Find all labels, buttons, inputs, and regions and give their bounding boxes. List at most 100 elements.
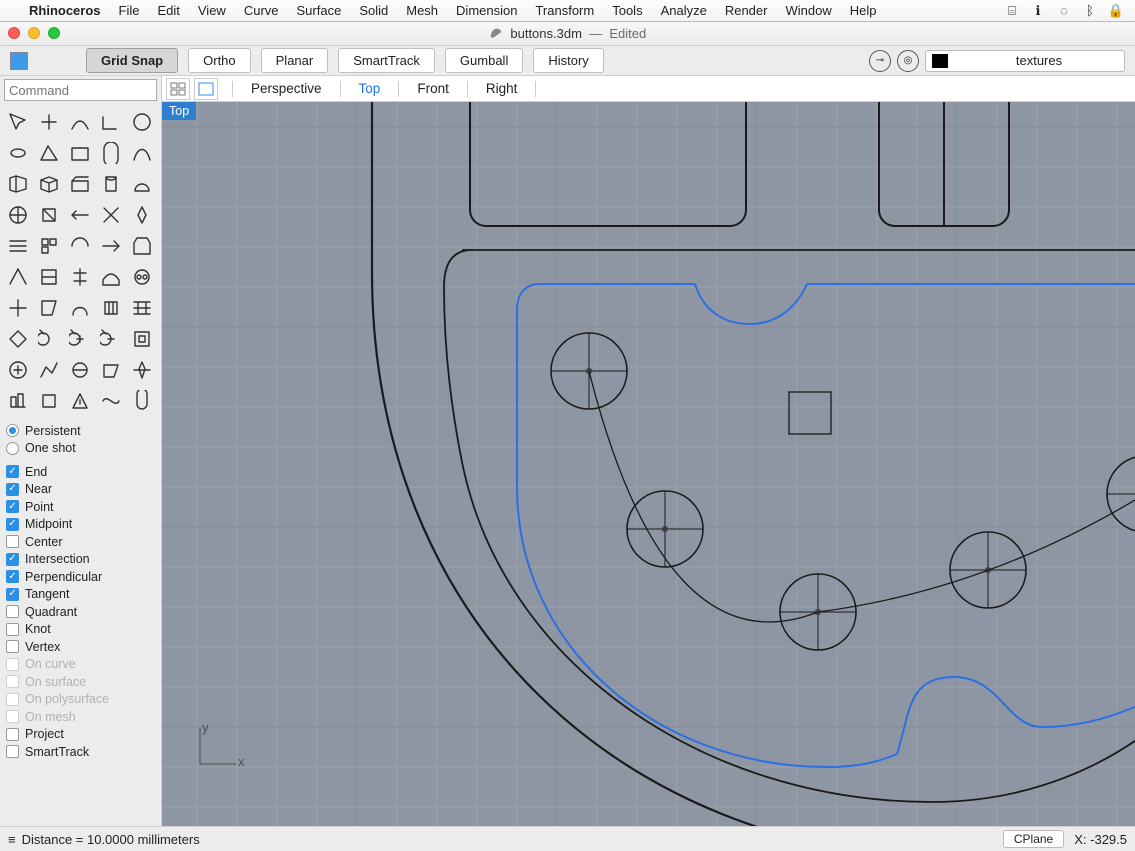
info-icon[interactable]: ℹ [1029,3,1047,19]
target-layer-icon[interactable]: ◎ [897,50,919,72]
osnap-check-point[interactable] [6,500,19,513]
tool-10[interactable] [3,169,33,199]
lock-icon[interactable]: 🔒 [1107,3,1125,19]
osnap-check-midpoint[interactable] [6,518,19,531]
tool-8[interactable] [96,138,126,168]
osnap-check-near[interactable] [6,483,19,496]
tool-9[interactable] [127,138,157,168]
osnap-check-quadrant[interactable] [6,605,19,618]
tool-36[interactable] [34,324,64,354]
command-line[interactable] [4,79,157,101]
tool-31[interactable] [34,293,64,323]
single-view-icon[interactable] [194,78,218,100]
sync-icon[interactable]: ◌ [1055,3,1073,19]
menu-tools[interactable]: Tools [603,3,651,18]
tool-7[interactable] [65,138,95,168]
tool-33[interactable] [96,293,126,323]
tool-46[interactable] [34,386,64,416]
tool-28[interactable] [96,262,126,292]
tool-44[interactable] [127,355,157,385]
osnap-mode-radio[interactable] [6,442,19,455]
menu-mesh[interactable]: Mesh [397,3,447,18]
tool-41[interactable] [34,355,64,385]
tool-11[interactable] [34,169,64,199]
menu-curve[interactable]: Curve [235,3,288,18]
tool-49[interactable] [127,386,157,416]
window-traffic-lights[interactable] [8,27,60,39]
osnap-check-vertex[interactable] [6,640,19,653]
mode-planar[interactable]: Planar [261,48,329,73]
tool-47[interactable] [65,386,95,416]
tool-43[interactable] [96,355,126,385]
tool-1[interactable] [34,107,64,137]
tool-38[interactable] [96,324,126,354]
tool-21[interactable] [34,231,64,261]
osnap-check-end[interactable] [6,465,19,478]
tool-22[interactable] [65,231,95,261]
menu-render[interactable]: Render [716,3,777,18]
tool-45[interactable] [3,386,33,416]
tool-19[interactable] [127,200,157,230]
menu-window[interactable]: Window [776,3,840,18]
screen-mirror-icon[interactable]: ⌸ [1003,3,1021,19]
layout-mode-icon[interactable] [10,52,28,70]
tool-4[interactable] [127,107,157,137]
menu-help[interactable]: Help [841,3,886,18]
osnap-check-tangent[interactable] [6,588,19,601]
tool-32[interactable] [65,293,95,323]
zoom-window-icon[interactable] [48,27,60,39]
tool-15[interactable] [3,200,33,230]
layer-select[interactable]: textures [925,50,1125,72]
osnap-check-smarttrack[interactable] [6,745,19,758]
app-menu[interactable]: Rhinoceros [20,0,110,22]
tool-2[interactable] [65,107,95,137]
tool-6[interactable] [34,138,64,168]
tool-48[interactable] [96,386,126,416]
lock-layer-icon[interactable]: ⊸ [869,50,891,72]
osnap-check-project[interactable] [6,728,19,741]
tool-26[interactable] [34,262,64,292]
minimize-window-icon[interactable] [28,27,40,39]
tool-20[interactable] [3,231,33,261]
command-input[interactable] [4,79,157,101]
tool-13[interactable] [96,169,126,199]
viewtab-front[interactable]: Front [413,81,453,96]
tool-18[interactable] [96,200,126,230]
tool-3[interactable] [96,107,126,137]
tool-37[interactable] [65,324,95,354]
menu-dimension[interactable]: Dimension [447,3,526,18]
osnap-check-perpendicular[interactable] [6,570,19,583]
bluetooth-icon[interactable]: ᛒ [1081,3,1099,19]
cplane-button[interactable]: CPlane [1003,830,1064,848]
tool-42[interactable] [65,355,95,385]
viewport[interactable]: Top y x [162,102,1135,826]
mode-gumball[interactable]: Gumball [445,48,523,73]
osnap-check-knot[interactable] [6,623,19,636]
close-window-icon[interactable] [8,27,20,39]
tool-27[interactable] [65,262,95,292]
tool-23[interactable] [96,231,126,261]
menu-analyze[interactable]: Analyze [652,3,716,18]
tool-0[interactable] [3,107,33,137]
menu-edit[interactable]: Edit [148,3,188,18]
viewtab-perspective[interactable]: Perspective [247,81,326,96]
tool-14[interactable] [127,169,157,199]
menu-view[interactable]: View [189,3,235,18]
tool-29[interactable] [127,262,157,292]
tool-40[interactable] [3,355,33,385]
tool-30[interactable] [3,293,33,323]
viewport-label[interactable]: Top [162,102,196,120]
viewtab-top[interactable]: Top [355,81,385,96]
menu-transform[interactable]: Transform [526,3,603,18]
tool-12[interactable] [65,169,95,199]
tool-34[interactable] [127,293,157,323]
viewtab-right[interactable]: Right [482,81,522,96]
osnap-mode-radio[interactable] [6,424,19,437]
tool-16[interactable] [34,200,64,230]
mode-ortho[interactable]: Ortho [188,48,251,73]
tool-35[interactable] [3,324,33,354]
menu-solid[interactable]: Solid [350,3,397,18]
tool-5[interactable] [3,138,33,168]
mode-gridsnap[interactable]: Grid Snap [86,48,178,73]
tool-24[interactable] [127,231,157,261]
